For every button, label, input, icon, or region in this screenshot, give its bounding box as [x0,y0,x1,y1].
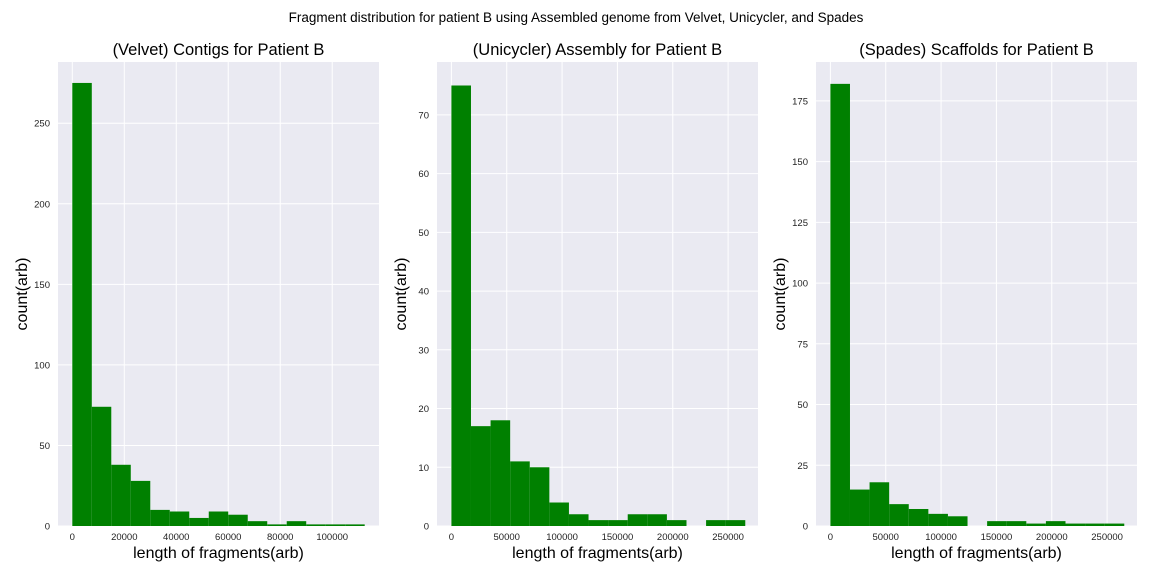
histogram-bar [111,464,131,526]
plot-area [816,62,1137,526]
y-tick-label: 50 [797,400,808,411]
x-tick-label: 100000 [316,532,348,543]
x-axis-label: length of fragments(arb) [133,545,304,562]
y-tick-label: 250 [34,119,50,130]
y-tick-label: 100 [792,279,808,290]
x-tick-label: 20000 [111,532,137,543]
histogram-bar [451,85,471,527]
histogram-bar [666,520,687,526]
histogram-bar [325,524,346,526]
histogram-bar [150,509,170,526]
histogram-bar [987,521,1007,526]
histogram-bar [608,520,628,526]
histogram-bar [889,504,909,526]
y-tick-label: 0 [424,522,429,533]
histogram-bar [1085,523,1105,526]
y-tick-label: 0 [803,522,808,533]
histogram-bar [208,511,229,526]
plot-area [58,62,379,526]
y-tick-label: 70 [418,110,429,121]
histogram-bar [286,521,307,526]
y-tick-label: 150 [34,280,50,291]
panel-title: (Spades) Scaffolds for Patient B [859,41,1094,59]
histogram-bar [490,420,511,526]
y-tick-label: 25 [797,461,808,472]
histogram-bar [908,508,929,526]
histogram-bar [72,82,92,526]
panel-title: (Unicycler) Assembly for Patient B [473,41,722,59]
histogram-bar [91,406,112,526]
y-tick-label: 75 [797,339,808,350]
x-tick-label: 150000 [981,532,1013,543]
panel-title: (Velvet) Contigs for Patient B [113,41,325,59]
histogram-panel-1: 0 20000 40000 60000 80000 100000 0 50 100 150 200 2… [14,41,379,562]
histogram-bar [1104,523,1125,526]
histogram-bar [869,482,890,526]
histogram-bar [647,514,667,526]
x-tick-label: 150000 [602,532,634,543]
histogram-bar [130,480,151,526]
x-tick-label: 250000 [712,532,744,543]
x-tick-label: 100000 [925,532,957,543]
histogram-bar [470,426,491,526]
x-tick-label: 50000 [494,532,520,543]
y-tick-label: 175 [792,96,808,107]
x-axis-label: length of fragments(arb) [512,545,683,562]
y-tick-label: 0 [45,522,50,533]
x-tick-label: 200000 [1036,532,1068,543]
histogram-bar [247,521,268,526]
histogram-bar [189,517,209,526]
x-tick-label: 60000 [215,532,241,543]
y-tick-label: 125 [792,218,808,229]
histogram-bar [588,520,609,526]
histogram-bar [306,524,326,526]
histogram-bar [267,524,287,526]
histogram-bar [706,520,726,526]
x-tick-label: 50000 [873,532,899,543]
histogram-bar [928,513,948,526]
histogram-bar [228,514,248,526]
y-tick-label: 30 [418,345,429,356]
y-tick-label: 40 [418,287,429,298]
y-tick-label: 10 [418,463,429,474]
x-tick-label: 0 [70,532,75,543]
histogram-bar [830,83,850,526]
y-tick-label: 50 [418,228,429,239]
x-tick-label: 80000 [267,532,293,543]
x-tick-label: 200000 [657,532,689,543]
histogram-bar [947,516,968,526]
histogram-bar [725,520,746,526]
histogram-bar [169,511,190,526]
y-axis-label: count(arb) [14,258,31,331]
histogram-bar [529,467,550,526]
x-axis-label: length of fragments(arb) [891,545,1062,562]
histogram-bar [568,514,589,526]
histogram-bar [1045,521,1066,526]
y-tick-label: 60 [418,169,429,180]
y-tick-label: 150 [792,157,808,168]
histogram-bar [345,524,365,526]
y-tick-label: 200 [34,199,50,210]
histogram-bar [1006,521,1027,526]
x-tick-label: 250000 [1091,532,1123,543]
x-tick-label: 100000 [546,532,578,543]
y-axis-label: count(arb) [772,258,789,331]
histogram-panel-3: 0 50000 100000 150000 200000 250000 0 25 50 75 100… [772,41,1137,562]
histogram-bar [549,502,569,526]
histogram-bar [627,514,648,526]
y-tick-label: 50 [39,441,50,452]
x-tick-label: 40000 [163,532,189,543]
x-tick-label: 0 [828,532,833,543]
histogram-bar [1065,523,1086,526]
x-tick-label: 0 [449,532,454,543]
figure-suptitle: Fragment distribution for patient B usin… [288,10,864,25]
y-tick-label: 20 [418,404,429,415]
histogram-bar [1026,523,1046,526]
histogram-bar [510,461,530,526]
histogram-panel-2: 0 50000 100000 150000 200000 250000 0 10 20 30 40 5… [393,41,758,562]
histogram-bar [849,489,870,526]
y-tick-label: 100 [34,360,50,371]
y-axis-label: count(arb) [393,258,410,331]
